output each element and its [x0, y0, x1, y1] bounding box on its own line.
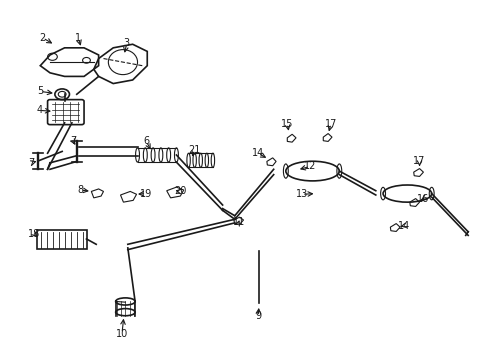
Text: 21: 21	[188, 145, 201, 155]
Text: 8: 8	[77, 185, 83, 195]
Text: 14: 14	[251, 148, 264, 158]
Text: 9: 9	[255, 311, 261, 321]
Text: 2: 2	[40, 33, 46, 43]
Text: 7: 7	[28, 158, 35, 168]
Text: 10: 10	[116, 329, 128, 339]
Text: 18: 18	[28, 229, 41, 239]
Text: 3: 3	[123, 38, 130, 48]
Text: 13: 13	[295, 189, 307, 199]
Text: 14: 14	[397, 221, 409, 231]
Text: 5: 5	[37, 86, 43, 96]
Text: 17: 17	[324, 118, 337, 129]
Text: 17: 17	[412, 157, 425, 166]
Text: 6: 6	[143, 136, 149, 147]
Text: 7: 7	[70, 136, 76, 147]
Text: 16: 16	[416, 194, 428, 203]
Text: 19: 19	[140, 189, 152, 199]
Text: 11: 11	[232, 217, 244, 227]
Text: 12: 12	[304, 161, 316, 171]
Text: 4: 4	[36, 105, 42, 115]
Text: 20: 20	[174, 186, 186, 197]
Text: 15: 15	[281, 118, 293, 129]
Text: 1: 1	[75, 33, 81, 43]
